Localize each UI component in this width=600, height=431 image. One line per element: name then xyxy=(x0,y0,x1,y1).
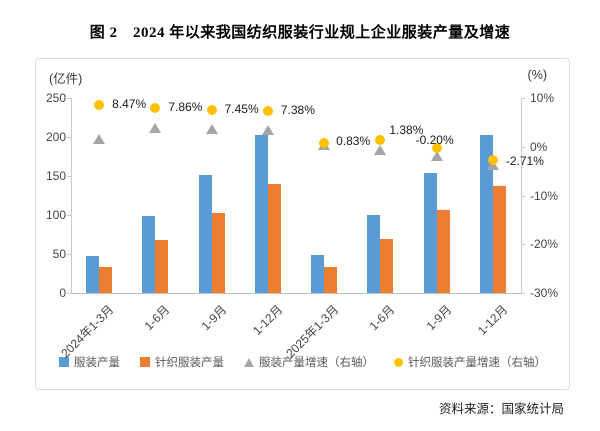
legend-circle-icon xyxy=(394,357,403,367)
growth-marker-zhenzhi-circle xyxy=(94,100,105,111)
growth-data-label: -2.71% xyxy=(505,153,544,168)
y-axis-right-tick xyxy=(521,146,525,148)
bar-fuzhuang-chanliang xyxy=(423,172,437,293)
y-axis-left-tick-label: 100 xyxy=(45,208,66,222)
bar-fuzhuang-chanliang xyxy=(254,134,268,293)
legend-label: 服装产量 xyxy=(74,357,120,369)
y-axis-left-tick xyxy=(67,176,71,177)
bar-zhenzhi-fuzhuang-chanliang xyxy=(211,212,225,293)
y-axis-right-tick xyxy=(521,98,525,99)
growth-marker-fuzhuang-triangle xyxy=(486,160,499,171)
growth-marker-zhenzhi-circle xyxy=(487,154,498,165)
y-axis-left-tick xyxy=(67,215,71,216)
growth-data-label: 7.86% xyxy=(168,100,203,115)
y-axis-left-tick-label: 200 xyxy=(45,130,66,144)
x-axis-label: 1-6月 xyxy=(367,302,398,334)
growth-data-label: 0.83% xyxy=(336,133,371,148)
y-axis-right-tick-label: -30% xyxy=(530,286,559,300)
growth-data-label: 8.47% xyxy=(112,97,147,112)
bar-zhenzhi-fuzhuang-chanliang xyxy=(99,267,113,293)
legend-label: 服装产量增速（右轴） xyxy=(259,357,374,369)
legend-item: 服装产量 xyxy=(59,354,120,370)
growth-marker-zhenzhi-circle xyxy=(319,137,330,148)
legend-label: 针织服装产量增速（右轴） xyxy=(408,357,546,369)
growth-marker-fuzhuang-triangle xyxy=(93,134,106,145)
growth-marker-zhenzhi-circle xyxy=(206,105,217,116)
growth-marker-zhenzhi-circle xyxy=(431,142,442,153)
y-axis-right-tick xyxy=(521,293,525,294)
legend-item: 针织服装产量 xyxy=(140,354,224,370)
left-axis-unit-label: (亿件) xyxy=(49,72,83,86)
chart-legend: 服装产量 针织服装产量 服装产量增速（右轴） 针织服装产量增速（右轴） xyxy=(36,354,569,370)
bar-zhenzhi-fuzhuang-chanliang xyxy=(155,239,169,293)
bar-zhenzhi-fuzhuang-chanliang xyxy=(267,183,281,293)
x-axis-label: 1-6月 xyxy=(142,302,173,334)
x-axis-label: 1-9月 xyxy=(423,302,454,334)
y-axis-right-tick-label: 10% xyxy=(530,91,555,105)
growth-data-label: 7.45% xyxy=(224,102,259,117)
bar-zhenzhi-fuzhuang-chanliang xyxy=(492,186,506,293)
data-source-note: 资料来源：国家统计局 xyxy=(438,402,564,416)
legend-item: 针织服装产量增速（右轴） xyxy=(394,354,546,370)
x-axis-label: 2024年1-3月 xyxy=(58,302,117,361)
growth-data-label: -0.20% xyxy=(415,132,454,147)
y-axis-left-tick-label: 150 xyxy=(45,169,66,183)
y-axis-right-tick-label: 0% xyxy=(530,139,548,154)
bar-fuzhuang-chanliang xyxy=(142,215,156,293)
right-axis-unit-label: (%) xyxy=(527,68,547,82)
legend-triangle-icon xyxy=(244,357,254,367)
bar-zhenzhi-fuzhuang-chanliang xyxy=(324,267,338,293)
chart-title: 图 2 2024 年以来我国纺织服装行业规上企业服装产量及增速 xyxy=(89,25,511,41)
growth-marker-zhenzhi-circle xyxy=(150,103,161,114)
x-axis-label: 1-12月 xyxy=(249,302,286,338)
bar-fuzhuang-chanliang xyxy=(198,175,212,293)
y-axis-left-line xyxy=(71,98,72,293)
y-axis-left-tick xyxy=(67,293,71,294)
x-axis-label: 1-12月 xyxy=(474,302,511,338)
x-axis-line xyxy=(71,293,522,294)
y-axis-left-tick-label: 0 xyxy=(59,286,66,300)
y-axis-left-tick xyxy=(67,137,71,138)
growth-marker-zhenzhi-circle xyxy=(262,105,273,116)
legend-square-icon xyxy=(140,357,150,367)
growth-marker-fuzhuang-triangle xyxy=(205,124,218,135)
bar-zhenzhi-fuzhuang-chanliang xyxy=(380,239,394,293)
growth-marker-fuzhuang-triangle xyxy=(430,151,443,161)
x-axis-label: 1-9月 xyxy=(198,302,229,334)
y-axis-left-tick xyxy=(67,254,71,255)
legend-square-icon xyxy=(59,357,69,367)
growth-data-label: 1.38% xyxy=(389,123,424,138)
y-axis-right-tick-label: -10% xyxy=(530,188,559,203)
growth-marker-fuzhuang-triangle xyxy=(374,144,387,155)
legend-label: 针织服装产量 xyxy=(155,357,224,369)
bar-fuzhuang-chanliang xyxy=(367,215,381,293)
growth-marker-zhenzhi-circle xyxy=(375,135,386,146)
bar-fuzhuang-chanliang xyxy=(86,255,100,293)
x-axis-label: 2025年1-3月 xyxy=(283,302,342,361)
bar-fuzhuang-chanliang xyxy=(479,135,493,293)
bar-zhenzhi-fuzhuang-chanliang xyxy=(436,210,450,293)
y-axis-right-tick-label: -20% xyxy=(530,237,559,252)
y-axis-left-tick-label: 250 xyxy=(45,91,66,105)
chart-area: (亿件) (%) 服装产量 针织服装产量 服装产量增速（右轴） 针织服装产量增速（右轴… xyxy=(35,58,570,390)
y-axis-left-tick xyxy=(67,98,71,99)
growth-data-label: 7.38% xyxy=(280,102,315,117)
growth-marker-fuzhuang-triangle xyxy=(149,122,162,133)
bar-fuzhuang-chanliang xyxy=(311,254,325,293)
y-axis-right-tick xyxy=(521,244,525,246)
legend-item: 服装产量增速（右轴） xyxy=(244,354,374,370)
y-axis-right-tick xyxy=(521,195,525,197)
y-axis-left-tick-label: 50 xyxy=(52,247,66,261)
growth-marker-fuzhuang-triangle xyxy=(261,124,274,135)
